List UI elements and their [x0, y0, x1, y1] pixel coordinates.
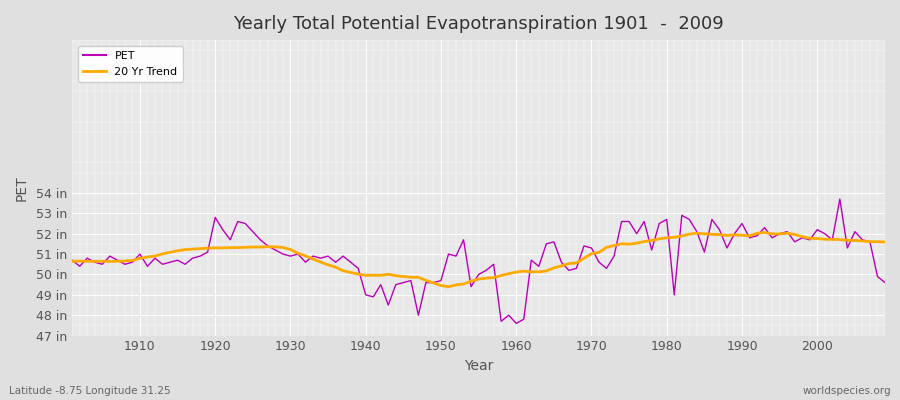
- Text: worldspecies.org: worldspecies.org: [803, 386, 891, 396]
- Legend: PET, 20 Yr Trend: PET, 20 Yr Trend: [77, 46, 183, 82]
- Text: Latitude -8.75 Longitude 31.25: Latitude -8.75 Longitude 31.25: [9, 386, 171, 396]
- X-axis label: Year: Year: [464, 359, 493, 373]
- Y-axis label: PET: PET: [15, 175, 29, 201]
- Title: Yearly Total Potential Evapotranspiration 1901  -  2009: Yearly Total Potential Evapotranspiratio…: [233, 15, 724, 33]
